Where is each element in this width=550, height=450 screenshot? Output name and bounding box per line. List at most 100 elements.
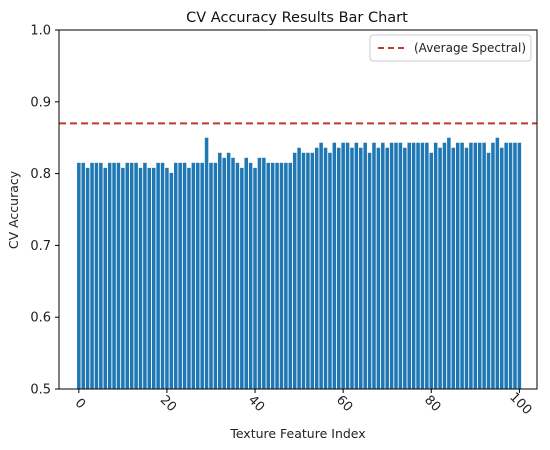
bars-group	[77, 137, 522, 389]
bar-12	[129, 162, 134, 389]
bar-77	[416, 142, 420, 389]
bar-11	[125, 162, 130, 389]
bar-86	[455, 142, 460, 389]
bar-65	[363, 142, 367, 389]
bar-78	[420, 142, 425, 389]
y-tick-label-5: 1.0	[30, 24, 51, 39]
y-tick-label-3: 0.8	[30, 167, 51, 182]
bar-64	[359, 147, 363, 389]
bar-100	[517, 142, 522, 389]
bar-55	[319, 142, 323, 389]
x-axis-label: Texture Feature Index	[229, 426, 365, 441]
bar-93	[486, 152, 491, 389]
bar-54	[314, 147, 319, 389]
x-tick-label-2: 40	[245, 393, 267, 415]
bar-38	[244, 157, 248, 389]
bar-32	[218, 152, 222, 389]
bar-0	[77, 162, 81, 389]
bar-24	[182, 162, 187, 389]
bar-84	[447, 137, 451, 389]
bar-85	[451, 147, 456, 389]
bar-83	[442, 142, 447, 389]
bar-35	[231, 157, 235, 389]
y-axis: 0.5 0.6 0.7 0.8 0.9 1.0	[30, 24, 59, 398]
bar-75	[407, 142, 411, 389]
y-tick-label-1: 0.6	[30, 311, 51, 326]
x-tick-label-3: 60	[333, 393, 355, 415]
bar-74	[403, 147, 407, 389]
bar-29	[204, 137, 209, 389]
bar-82	[438, 147, 442, 389]
bar-58	[332, 142, 337, 389]
bar-46	[279, 162, 284, 389]
bar-81	[433, 142, 438, 389]
bar-47	[284, 162, 288, 389]
bar-51	[301, 152, 306, 389]
bar-18	[156, 162, 160, 389]
bar-13	[134, 162, 138, 389]
bar-99	[513, 142, 517, 389]
chart-title: CV Accuracy Results Bar Chart	[186, 10, 408, 26]
bar-44	[270, 162, 275, 389]
bar-96	[499, 147, 504, 389]
bar-98	[508, 142, 513, 389]
bar-94	[491, 142, 495, 389]
bar-59	[336, 147, 341, 389]
legend: (Average Spectral)	[369, 34, 532, 62]
bar-56	[323, 147, 328, 389]
bar-33	[222, 157, 226, 389]
bar-88	[464, 147, 469, 389]
x-tick-label-1: 20	[157, 393, 179, 415]
bar-50	[297, 147, 301, 389]
bar-28	[200, 162, 204, 389]
bar-21	[169, 172, 174, 389]
bar-7	[107, 162, 112, 389]
bar-10	[121, 167, 125, 389]
bar-97	[504, 142, 508, 389]
bar-27	[196, 162, 200, 389]
bar-69	[381, 142, 385, 389]
bar-57	[328, 152, 332, 389]
legend-box	[369, 34, 532, 62]
bar-68	[376, 147, 381, 389]
bar-71	[389, 142, 394, 389]
bar-34	[226, 152, 231, 389]
y-axis-label: CV Accuracy	[6, 170, 21, 249]
x-tick-label-4: 80	[421, 393, 443, 415]
plot-frame	[58, 29, 538, 390]
bar-43	[266, 162, 271, 389]
bar-42	[262, 157, 266, 389]
y-tick-label-2: 0.7	[30, 239, 51, 254]
bar-15	[143, 162, 147, 389]
bar-53	[310, 152, 315, 389]
bar-8	[112, 162, 116, 389]
bar-4	[94, 162, 99, 389]
bar-30	[209, 162, 213, 389]
bar-39	[248, 162, 253, 389]
x-tick-label-5: 100	[506, 390, 534, 418]
bar-23	[178, 162, 182, 389]
bar-80	[429, 152, 434, 389]
bar-70	[385, 147, 389, 389]
bar-37	[240, 167, 244, 389]
bar-31	[213, 162, 218, 389]
bar-49	[292, 152, 297, 389]
x-axis: 0 20 40 60 80 100	[72, 389, 535, 418]
bar-5	[99, 162, 103, 389]
bar-73	[398, 142, 403, 389]
bar-72	[394, 142, 398, 389]
bar-61	[345, 142, 350, 389]
bar-60	[341, 142, 345, 389]
bar-26	[191, 162, 196, 389]
bar-92	[482, 142, 486, 389]
bar-66	[367, 152, 372, 389]
bar-76	[411, 142, 416, 389]
x-tick-label-0: 0	[72, 396, 88, 412]
bar-90	[473, 142, 478, 389]
bar-9	[116, 162, 121, 389]
bar-1	[81, 162, 85, 389]
legend-label: (Average Spectral)	[414, 41, 526, 55]
bar-40	[253, 167, 257, 389]
bar-62	[350, 147, 354, 389]
